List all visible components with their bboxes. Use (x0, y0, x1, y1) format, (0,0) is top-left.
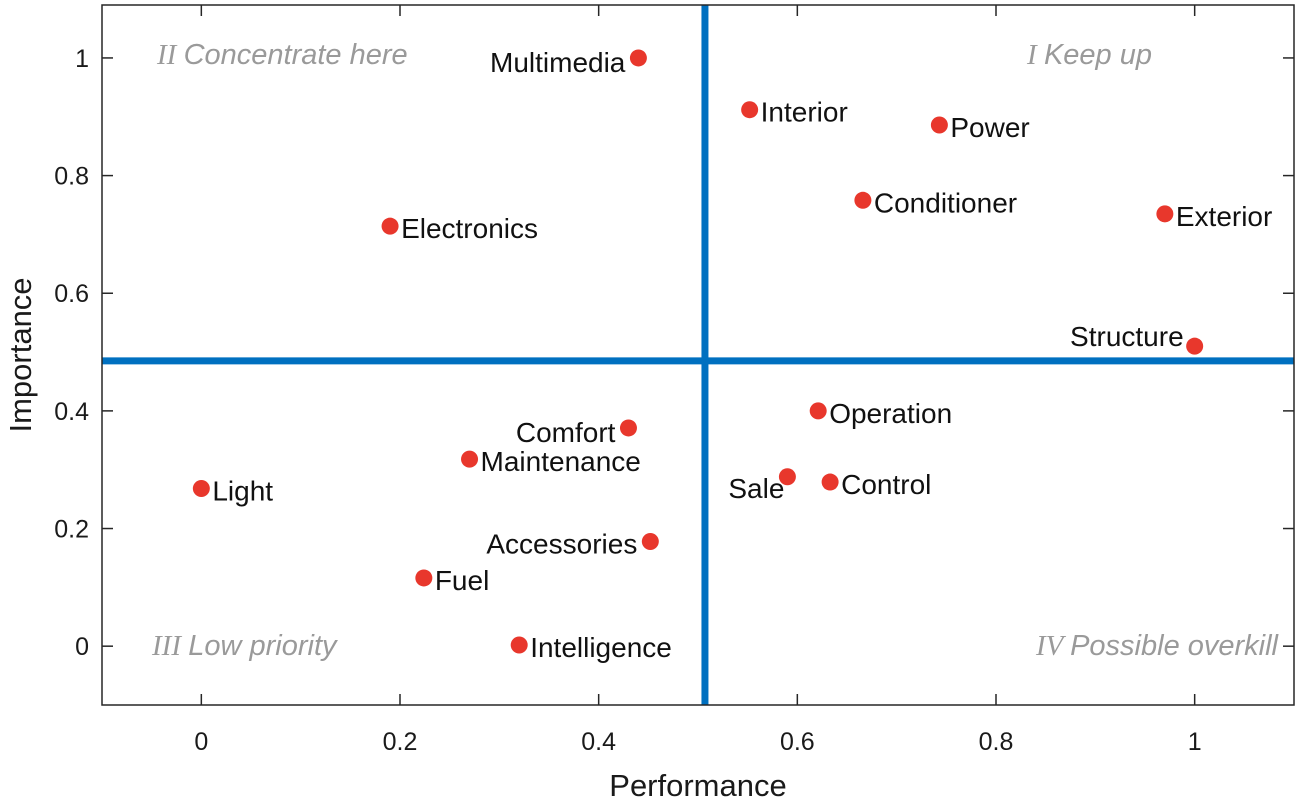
y-tick-label: 0.8 (54, 163, 89, 191)
quadrant-roman-numeral: III (151, 630, 188, 662)
data-point (619, 419, 637, 437)
point-label: Power (950, 112, 1029, 143)
data-point (641, 532, 659, 550)
point-label: Sale (728, 473, 784, 504)
data-point (809, 402, 827, 420)
quadrant-label: I Keep up (1026, 39, 1152, 71)
point-label: Control (841, 469, 931, 500)
axis-ticks: 0 0.2 0.4 0.6 0.8 1 0 0.2 0.4 0.6 0.8 1 (54, 5, 1294, 756)
threshold-lines (102, 5, 1294, 705)
quadrant-label: III Low priority (151, 630, 338, 662)
data-point (629, 49, 647, 67)
point-label: Accessories (486, 528, 637, 559)
x-axis-label: Performance (609, 768, 786, 803)
x-tick-label: 0.4 (581, 728, 616, 756)
point-label: Multimedia (490, 47, 626, 78)
data-point (930, 116, 948, 134)
point-label: Operation (829, 398, 952, 429)
point-label: Fuel (435, 565, 489, 596)
plot-frame (101, 4, 1295, 706)
point-label: Electronics (401, 213, 538, 244)
y-axis-label: Importance (3, 277, 38, 432)
data-point (1186, 337, 1204, 355)
x-tick-label: 1 (1188, 728, 1202, 756)
data-point (461, 450, 479, 468)
x-tick-label: 0.2 (383, 728, 418, 756)
quadrant-text: Concentrate here (184, 39, 408, 71)
data-point (741, 101, 759, 119)
quadrant-roman-numeral: II (156, 39, 184, 71)
x-tick-label: 0.8 (979, 728, 1014, 756)
data-point (778, 468, 796, 486)
point-label: Comfort (516, 417, 616, 448)
point-label: Maintenance (481, 446, 641, 477)
quadrant-text: Low priority (188, 630, 338, 662)
y-tick-label: 0.4 (54, 398, 89, 426)
quadrant-text: Possible overkill (1070, 630, 1279, 662)
quadrant-label: IV Possible overkill (1035, 630, 1280, 662)
point-label: Interior (761, 97, 848, 128)
point-label: Structure (1070, 321, 1184, 352)
quadrant-text: Keep up (1044, 39, 1152, 71)
point-label: Light (212, 476, 273, 507)
quadrant-roman-numeral: IV (1035, 630, 1070, 662)
point-label: Intelligence (530, 632, 672, 663)
point-label: Exterior (1176, 201, 1272, 232)
data-point (381, 217, 399, 235)
quadrant-roman-numeral: I (1026, 39, 1044, 71)
data-point (1156, 205, 1174, 223)
data-point (192, 480, 210, 498)
y-tick-label: 0.2 (54, 516, 89, 544)
y-tick-label: 1 (75, 45, 89, 73)
point-labels: Multimedia Interior Power Conditioner Exteri… (212, 47, 1272, 663)
data-points (192, 49, 1204, 654)
x-tick-label: 0 (194, 728, 208, 756)
y-tick-label: 0.6 (54, 280, 89, 308)
x-tick-label: 0.6 (780, 728, 815, 756)
point-label: Conditioner (874, 187, 1017, 218)
data-point (821, 473, 839, 491)
quadrant-label: II Concentrate here (156, 39, 408, 71)
data-point (415, 569, 433, 587)
y-tick-label: 0 (75, 633, 89, 661)
data-point (854, 191, 872, 209)
data-point (510, 636, 528, 654)
